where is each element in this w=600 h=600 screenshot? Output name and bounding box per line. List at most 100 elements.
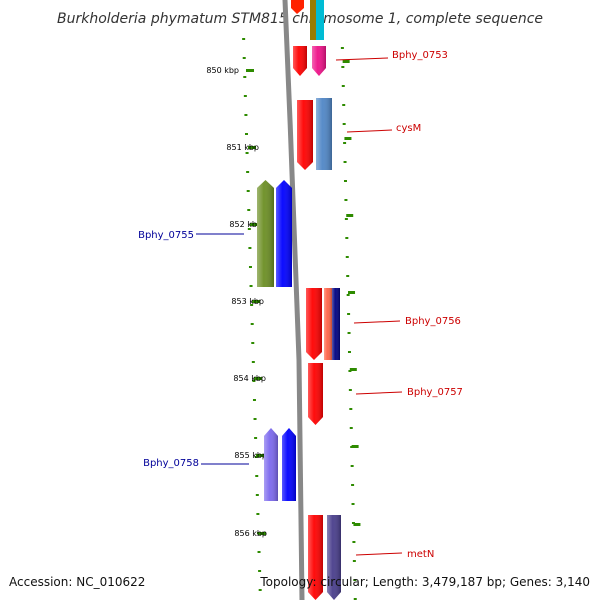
ruler-tick: [346, 214, 354, 217]
gene-arrow-shading: [293, 46, 307, 76]
ruler-tick-label: 853 kbp: [231, 297, 264, 306]
gene-arrow-shading: [316, 98, 332, 170]
ruler-dot: [340, 47, 344, 49]
ruler-ticks: 850 kbp 851 kbp 852 kbp 853 kbp 854 kbp 855 k…: [206, 60, 361, 538]
ruler-dot: [251, 361, 255, 363]
ruler-dot: [346, 275, 350, 277]
gene-arrow-shading: [276, 180, 292, 287]
ruler-tick: [248, 146, 256, 149]
ruler-tick: [254, 377, 262, 380]
gene-label-leader: [355, 391, 403, 395]
gene-label: cysM: [396, 123, 421, 134]
ruler-dot: [348, 389, 352, 391]
ruler-dot: [245, 152, 249, 154]
ruler-dot: [248, 266, 252, 268]
ruler-dot: [353, 598, 357, 600]
ruler-dot: [351, 503, 355, 505]
gene-label: Bphy_0756: [405, 316, 461, 327]
gene-label: Bphy_0757: [407, 387, 463, 398]
ruler-tick-label: 851 kbp: [226, 143, 259, 152]
ruler-tick-label: 850 kbp: [206, 66, 239, 75]
summary-label: Topology: circular; Length: 3,479,187 bp…: [259, 575, 590, 589]
gene-arrow-shading: [257, 180, 274, 287]
gene-label-leader: [355, 552, 403, 556]
ruler-dot: [248, 247, 252, 249]
ruler-dot: [251, 342, 255, 344]
ruler-dot: [244, 114, 248, 116]
ruler-dot: [343, 142, 347, 144]
ruler-dot: [352, 541, 356, 543]
ruler-dot: [246, 190, 250, 192]
gene-arrow-shading: [308, 515, 323, 600]
gene-arrow-shading: [308, 363, 323, 425]
ruler-dot: [351, 484, 355, 486]
ruler-dot: [349, 427, 353, 429]
ruler-dot: [252, 380, 256, 382]
gene-features: [257, 0, 341, 600]
ruler-dot: [246, 171, 250, 173]
ruler-dot: [250, 304, 254, 306]
ruler-dot: [255, 494, 259, 496]
gene-labels: Bphy_0753 cysM Bphy_0755 Bphy_0756 Bphy_0757…: [138, 50, 463, 560]
ruler-dot: [345, 237, 349, 239]
ruler-dot: [341, 66, 345, 68]
gene-arrow-shading: [324, 288, 332, 360]
ruler-dot: [258, 570, 262, 572]
ruler-dot: [249, 285, 253, 287]
ruler-dot: [347, 332, 351, 334]
ruler-dot: [347, 313, 351, 315]
ruler-tick: [246, 69, 254, 72]
ruler-dot: [257, 551, 261, 553]
ruler-dot: [243, 95, 247, 97]
ruler-dot: [343, 161, 347, 163]
gene-arrow-fragment: [316, 0, 324, 40]
ruler-tick: [252, 300, 260, 303]
ruler-dot: [258, 589, 262, 591]
ruler-tick: [256, 454, 264, 457]
ruler-dot: [346, 294, 350, 296]
ruler-dot: [341, 85, 345, 87]
gene-label: Bphy_0755: [138, 230, 194, 241]
ruler-dot: [247, 228, 251, 230]
gene-label: Bphy_0753: [392, 50, 448, 61]
ruler-dot: [247, 209, 251, 211]
gene-arrow-fragment: [310, 0, 316, 40]
ruler-tick: [353, 523, 361, 526]
ruler-dot: [344, 218, 348, 220]
ruler-dot: [254, 437, 258, 439]
ruler-dot: [350, 465, 354, 467]
ruler-tick: [349, 368, 357, 371]
ruler-tick: [351, 445, 359, 448]
ruler-dot: [353, 579, 357, 581]
ruler-tick: [342, 60, 350, 63]
gene-arrow-shading: [327, 515, 341, 600]
gene-label: metN: [407, 549, 434, 560]
map-title: Burkholderia phymatum STM815 chromosome …: [57, 11, 543, 27]
ruler-dot: [256, 513, 260, 515]
ruler-tick-label: 852 kbp: [229, 220, 262, 229]
gene-label: Bphy_0758: [143, 458, 199, 469]
gene-arrow-shading: [264, 428, 278, 501]
ruler-tick: [348, 291, 356, 294]
chromosome-backbone: [282, 0, 305, 600]
ruler-tick: [250, 223, 258, 226]
gene-arrow-fragment: [291, 0, 304, 14]
ruler-dot: [242, 38, 246, 40]
ruler-dot: [345, 256, 349, 258]
gene-label-leader: [346, 129, 393, 133]
ruler-dot: [243, 76, 247, 78]
ruler-dot: [255, 475, 259, 477]
ruler-dot: [344, 199, 348, 201]
gene-arrow-shading: [332, 288, 340, 360]
gene-label-leader: [335, 57, 389, 61]
ruler-dot: [244, 133, 248, 135]
gene-arrow-shading: [312, 46, 326, 76]
ruler-tick-label: 856 kbp: [234, 529, 267, 538]
accession-label: Accession: NC_010622: [9, 575, 145, 589]
gene-arrow-shading: [306, 288, 322, 360]
ruler-tick: [344, 137, 352, 140]
ruler-dot: [352, 560, 356, 562]
ruler-tick-label: 855 kbp: [234, 451, 267, 460]
